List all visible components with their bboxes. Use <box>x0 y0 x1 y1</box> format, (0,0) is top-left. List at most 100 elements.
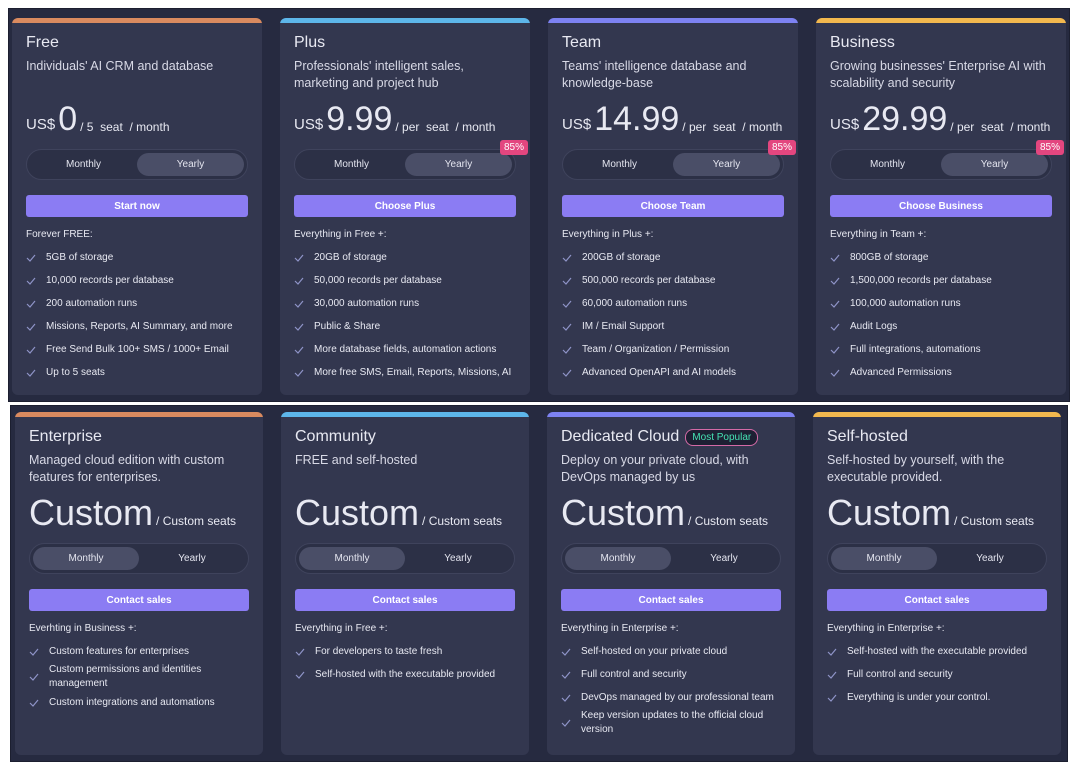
plan-header: Self-hosted <box>827 428 908 446</box>
feature-item: 20GB of storage <box>294 246 520 269</box>
feature-text: Public & Share <box>314 320 381 332</box>
check-icon <box>561 694 571 702</box>
accent-stripe <box>547 412 795 417</box>
check-icon <box>562 369 572 377</box>
plan-description: Growing businesses' Enterprise AI with s… <box>830 59 1046 90</box>
cta-button[interactable]: Choose Plus <box>294 195 516 217</box>
feature-text: Full integrations, automations <box>850 343 981 355</box>
toggle-option[interactable]: Yearly <box>178 553 206 564</box>
feature-item: Advanced Permissions <box>830 361 1056 384</box>
feature-text: Up to 5 seats <box>46 366 105 378</box>
feature-item: Full control and security <box>561 663 785 686</box>
toggle-option[interactable]: Yearly <box>941 153 1048 176</box>
toggle-option[interactable]: Monthly <box>65 159 101 170</box>
feature-text: Keep version updates to the official clo… <box>581 710 764 735</box>
toggle-option[interactable]: Yearly <box>710 553 738 564</box>
cta-button[interactable]: Contact sales <box>827 589 1047 611</box>
check-icon <box>561 719 571 727</box>
toggle-option[interactable]: Monthly <box>601 159 637 170</box>
toggle-option[interactable]: Monthly <box>299 547 405 570</box>
feature-text: 50,000 records per database <box>314 274 442 286</box>
plan-header: Enterprise <box>29 428 102 446</box>
discount-badge: 85% <box>499 140 528 155</box>
billing-toggle: Monthly Yearly <box>827 543 1047 574</box>
plan-header: Team <box>562 34 601 52</box>
feature-text: IM / Email Support <box>582 320 665 332</box>
cta-button[interactable]: Choose Team <box>562 195 784 217</box>
toggle-option[interactable]: Monthly <box>333 159 369 170</box>
feature-item: Full integrations, automations <box>830 338 1056 361</box>
pricing-card: Free Individuals' AI CRM and database US$ 0… <box>12 18 262 395</box>
toggle-option[interactable]: Yearly <box>137 153 244 176</box>
feature-item: Missions, Reports, AI Summary, and more <box>26 315 252 338</box>
feature-text: 30,000 automation runs <box>314 297 420 309</box>
price-unit: / 5 seat / month <box>80 120 170 134</box>
feature-list: 5GB of storage 10,000 records per databas… <box>26 246 252 384</box>
price-unit: / Custom seats <box>422 514 503 528</box>
feature-item: Keep version updates to the official clo… <box>561 709 785 737</box>
billing-toggle: Monthly Yearly <box>29 543 249 574</box>
feature-item: DevOps managed by our professional team <box>561 686 785 709</box>
toggle-option[interactable]: Yearly <box>444 553 472 564</box>
price: 29.99 <box>862 100 948 138</box>
feature-text: Custom features for enterprises <box>49 645 190 657</box>
check-icon <box>830 323 840 331</box>
cta-button[interactable]: Start now <box>26 195 248 217</box>
toggle-option[interactable]: Monthly <box>831 547 937 570</box>
feature-text: 20GB of storage <box>314 251 387 263</box>
cta-button[interactable]: Contact sales <box>29 589 249 611</box>
price-unit: / Custom seats <box>954 514 1035 528</box>
price-unit: / per seat / month <box>395 120 496 134</box>
check-icon <box>26 369 36 377</box>
feature-item: Up to 5 seats <box>26 361 252 384</box>
pricing-card: Dedicated Cloud Most Popular Deploy on you… <box>547 412 795 755</box>
toggle-option[interactable]: Monthly <box>33 547 139 570</box>
feature-item: For developers to taste fresh <box>295 640 519 663</box>
cta-button[interactable]: Contact sales <box>295 589 515 611</box>
toggle-option[interactable]: Yearly <box>673 153 780 176</box>
cta-button[interactable]: Contact sales <box>561 589 781 611</box>
feature-text: Custom permissions and identities manage… <box>49 664 202 689</box>
feature-text: Audit Logs <box>850 320 898 332</box>
feature-text: Self-hosted with the executable provided <box>847 645 1028 657</box>
plan-header: Free <box>26 34 59 52</box>
toggle-option[interactable]: Yearly <box>976 553 1004 564</box>
feature-text: 10,000 records per database <box>46 274 174 286</box>
plan-name: Community <box>295 428 376 445</box>
check-icon <box>562 277 572 285</box>
features-intro: Forever FREE: <box>26 229 93 240</box>
feature-item: Everything is under your control. <box>827 686 1051 709</box>
feature-item: Self-hosted with the executable provided <box>827 640 1051 663</box>
feature-text: Full control and security <box>847 668 953 680</box>
check-icon <box>830 369 840 377</box>
billing-toggle: Monthly Yearly <box>561 543 781 574</box>
toggle-option[interactable]: Yearly <box>405 153 512 176</box>
check-icon <box>830 277 840 285</box>
check-icon <box>830 300 840 308</box>
cta-button[interactable]: Choose Business <box>830 195 1052 217</box>
toggle-option[interactable]: Monthly <box>565 547 671 570</box>
check-icon <box>294 300 304 308</box>
feature-item: 5GB of storage <box>26 246 252 269</box>
features-intro: Everything in Free +: <box>294 229 387 240</box>
feature-text: 200 automation runs <box>46 297 138 309</box>
feature-item: Free Send Bulk 100+ SMS / 1000+ Email <box>26 338 252 361</box>
accent-stripe <box>548 18 798 23</box>
pricing-card: Enterprise Managed cloud edition with cus… <box>15 412 263 755</box>
popular-badge: Most Popular <box>685 428 759 446</box>
feature-item: 30,000 automation runs <box>294 292 520 315</box>
price-block: Custom / Custom seats <box>561 490 781 532</box>
plan-name: Enterprise <box>29 428 102 445</box>
feature-text: 200GB of storage <box>582 251 661 263</box>
toggle-option[interactable]: Monthly <box>869 159 905 170</box>
features-intro: Everything in Team +: <box>830 229 927 240</box>
price: 0 <box>58 100 78 138</box>
plan-description: Professionals' intelligent sales, market… <box>294 59 464 90</box>
feature-item: Custom integrations and automations <box>29 691 253 714</box>
feature-text: Full control and security <box>581 668 687 680</box>
features-intro: Everything in Enterprise +: <box>827 623 945 634</box>
feature-list: 800GB of storage 1,500,000 records per da… <box>830 246 1056 384</box>
price: Custom <box>561 492 686 533</box>
billing-toggle: Monthly Yearly <box>830 149 1052 180</box>
plan-header: Business <box>830 34 895 52</box>
